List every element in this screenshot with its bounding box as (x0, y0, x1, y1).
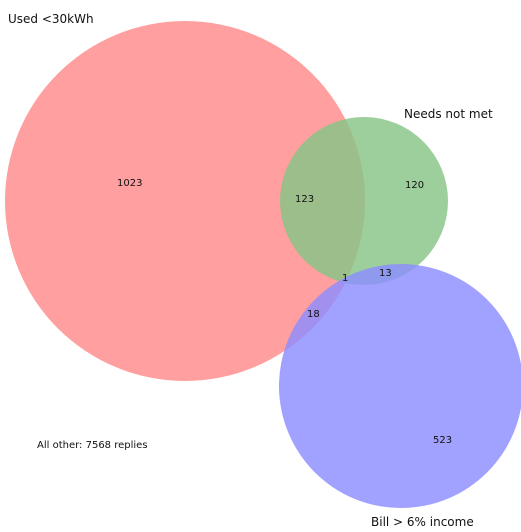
region-needs-and-bill: 13 (379, 268, 392, 279)
region-used-only: 1023 (117, 178, 142, 189)
region-used-and-needs: 123 (295, 194, 314, 205)
set-label-used: Used <30kWh (8, 12, 94, 26)
region-all-three: 1 (342, 273, 348, 284)
set-circle-bill (279, 264, 521, 508)
region-needs-only: 120 (405, 180, 424, 191)
region-used-and-bill: 18 (307, 309, 320, 320)
set-circle-needs (280, 117, 448, 285)
set-labels: Used <30kWh Needs not met Bill > 6% inco… (8, 12, 493, 529)
other-replies-note: All other: 7568 replies (37, 440, 148, 451)
region-bill-only: 523 (433, 435, 452, 446)
set-label-bill: Bill > 6% income (371, 515, 474, 529)
set-label-needs: Needs not met (404, 107, 493, 121)
venn-circles (5, 21, 521, 508)
set-circle-used (5, 21, 365, 381)
region-labels: 1023 120 123 1 13 18 523 (117, 178, 452, 446)
